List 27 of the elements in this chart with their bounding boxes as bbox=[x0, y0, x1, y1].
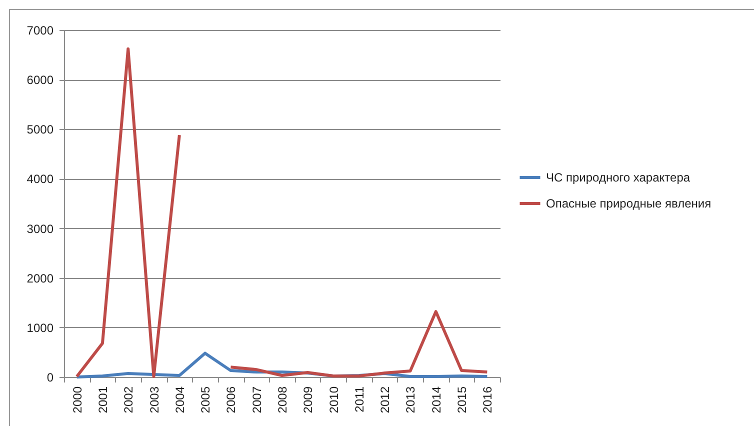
x-tick-label: 2002 bbox=[122, 386, 136, 414]
x-tick-label: 2000 bbox=[70, 386, 84, 414]
x-tick-label: 2005 bbox=[198, 386, 213, 414]
x-tick-label: 2004 bbox=[172, 386, 187, 414]
y-tick-label: 2000 bbox=[26, 271, 54, 286]
x-tick-label: 2009 bbox=[301, 386, 316, 414]
x-tick-label: 2001 bbox=[96, 386, 110, 414]
x-tick-label: 2012 bbox=[378, 386, 392, 414]
x-tick-label: 2015 bbox=[455, 386, 470, 414]
x-tick-label: 2014 bbox=[429, 386, 444, 414]
y-tick-label: 5000 bbox=[26, 122, 54, 137]
legend-label: Опасные природные явления bbox=[546, 196, 712, 210]
x-tick-label: 2013 bbox=[404, 386, 418, 414]
x-tick-label: 2016 bbox=[480, 386, 495, 414]
x-tick-label: 2003 bbox=[147, 386, 162, 414]
x-tick-label: 2007 bbox=[250, 386, 264, 414]
x-tick-label: 2011 bbox=[352, 386, 366, 412]
y-tick-label: 4000 bbox=[26, 172, 54, 186]
y-tick-label: 6000 bbox=[26, 73, 54, 88]
y-tick-label: 3000 bbox=[26, 222, 54, 236]
x-tick-label: 2010 bbox=[326, 386, 341, 414]
x-tick-label: 2006 bbox=[224, 386, 238, 414]
y-tick-label: 1000 bbox=[26, 320, 54, 335]
y-tick-label: 7000 bbox=[26, 24, 54, 38]
y-tick-label: 0 bbox=[46, 370, 54, 384]
legend-label: ЧС природного характера bbox=[546, 170, 690, 184]
x-tick-label: 2008 bbox=[276, 386, 290, 414]
